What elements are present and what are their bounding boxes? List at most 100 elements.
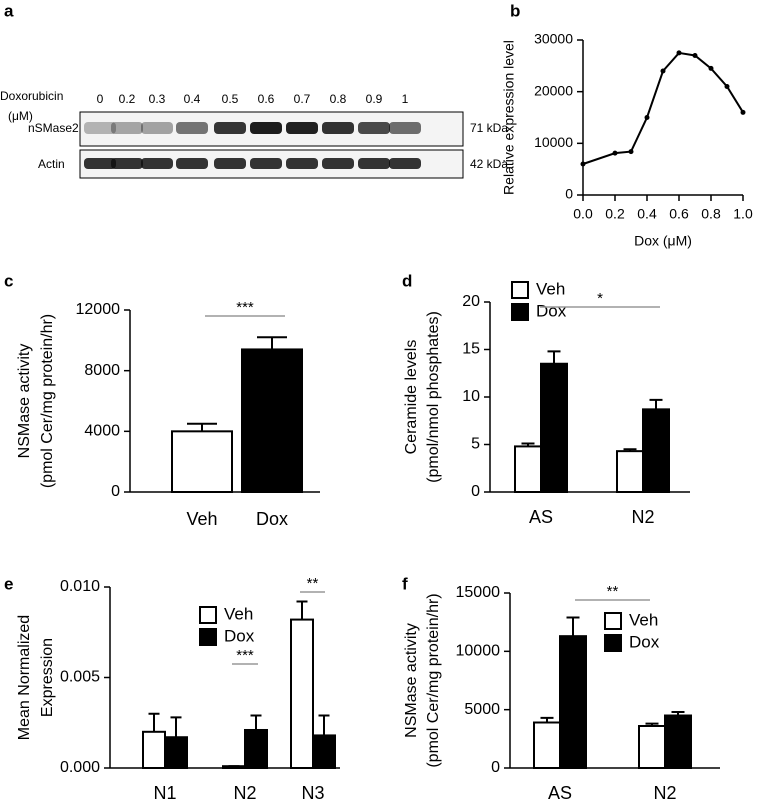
significance-label: ** (307, 575, 319, 592)
y-tick-label: 15000 (456, 584, 501, 601)
point (676, 50, 682, 56)
band (111, 158, 143, 169)
y-axis-label: Relative expression level (501, 40, 517, 195)
point (740, 109, 746, 115)
error-bar (566, 616, 580, 637)
error-bar (296, 600, 308, 620)
band (358, 122, 390, 134)
x-tick-label: N2 (631, 507, 654, 527)
point (644, 115, 650, 120)
protein-size: 42 kDa (470, 157, 508, 171)
legend-label: Veh (629, 610, 658, 629)
x-tick-label: N3 (301, 783, 324, 802)
panel-letter: b (510, 1, 520, 20)
y-axis-label: Ceramide levels (403, 340, 420, 455)
band (84, 122, 116, 134)
y-tick-label: 0.010 (60, 578, 100, 595)
band (84, 158, 116, 169)
legend-swatch (199, 628, 217, 646)
bar (642, 408, 670, 494)
x-tick-label: N2 (653, 783, 676, 802)
legend-label: Veh (224, 604, 253, 623)
lane-label: 0.2 (119, 92, 136, 106)
y-tick-label: 5000 (464, 701, 500, 718)
band (358, 158, 390, 169)
bar (241, 348, 303, 493)
band (214, 158, 246, 169)
band (250, 122, 282, 134)
bar (533, 721, 561, 769)
protein-size: 71 kDa (470, 121, 508, 135)
x-tick-label: 0.2 (605, 206, 625, 222)
legend-swatch (604, 634, 622, 652)
band (322, 122, 354, 134)
band (286, 158, 318, 169)
y-axis-label: Mean Normalized (16, 615, 33, 740)
bar (638, 725, 666, 769)
band (286, 122, 318, 134)
legend-swatch (511, 303, 529, 321)
x-tick-label: AS (529, 507, 553, 527)
point (660, 68, 666, 74)
x-tick-label: AS (548, 783, 572, 802)
bar (514, 445, 542, 493)
y-tick-label: 30000 (534, 31, 573, 47)
legend-swatch (199, 606, 217, 624)
lane-label: 0 (97, 92, 104, 106)
bar (222, 765, 246, 770)
bar (164, 736, 188, 769)
panel-letter: e (4, 574, 13, 593)
band (389, 158, 421, 169)
y-tick-label: 5 (471, 436, 480, 453)
y-tick-label: 10000 (534, 134, 573, 150)
y-tick-label: 8000 (84, 362, 120, 379)
point (612, 150, 618, 156)
lane-label: 0.9 (366, 92, 383, 106)
lane-label: 1 (402, 92, 409, 106)
y-axis-label: (pmol/nmol phosphates) (425, 311, 442, 483)
protein-name: nSMase2 (28, 121, 79, 135)
panel-letter: f (402, 574, 408, 593)
legend-swatch (604, 612, 622, 630)
lane-label: 0.7 (294, 92, 311, 106)
bar (171, 430, 233, 494)
y-axis-label: NSMase activity (403, 623, 420, 738)
lane-label: 0.8 (330, 92, 347, 106)
legend-label: Dox (629, 632, 660, 651)
y-axis-label: (pmol Cer/mg protein/hr) (39, 314, 56, 488)
y-tick-label: 20 (462, 293, 480, 310)
error-bar (148, 712, 160, 732)
x-tick-label: 0.4 (637, 206, 657, 222)
point (708, 65, 714, 71)
legend-label: Veh (536, 279, 565, 298)
point (724, 84, 730, 89)
y-axis-label: (pmol Cer/mg protein/hr) (425, 593, 442, 767)
y-tick-label: 0 (111, 483, 120, 500)
bar (142, 730, 166, 769)
y-tick-label: 0.005 (60, 669, 100, 686)
error-bar (547, 350, 561, 364)
lane-label: 0.6 (258, 92, 275, 106)
band (322, 158, 354, 169)
x-tick-label: 0.0 (573, 206, 593, 222)
point (628, 149, 634, 155)
panel-letter: c (4, 271, 13, 290)
bar (244, 728, 268, 769)
x-tick-label: 0.6 (669, 206, 689, 222)
error-bar (187, 422, 217, 432)
x-axis-label: Dox (μM) (634, 233, 692, 249)
y-tick-label: 20000 (534, 82, 573, 98)
band (250, 158, 282, 169)
significance-label: *** (236, 299, 254, 316)
panel-letter: a (4, 1, 14, 20)
error-bar (170, 716, 182, 738)
y-tick-label: 10000 (456, 643, 501, 660)
line (582, 51, 744, 165)
error-bar (250, 714, 262, 730)
bar (290, 618, 314, 770)
band (141, 158, 173, 169)
legend-swatch (511, 281, 529, 299)
bar (540, 362, 568, 493)
y-axis-label: NSMase activity (16, 344, 33, 459)
